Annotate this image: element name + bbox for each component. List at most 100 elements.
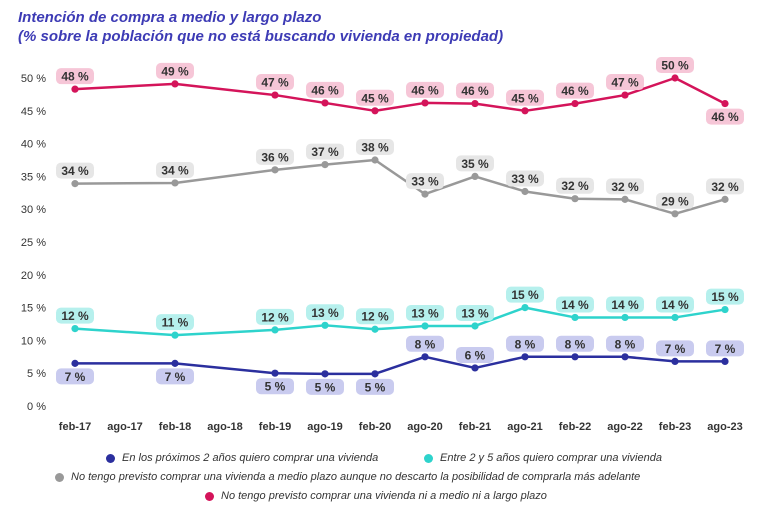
data-label-bg [556, 335, 594, 352]
data-label: 46 % [311, 83, 339, 97]
x-tick-label: ago-21 [507, 421, 542, 433]
data-point [721, 357, 729, 365]
y-axis-ticks: 0 % 5 % 10 % 15 % 20 % 25 % 30 % 35 % 40 % 45 % 50… [21, 73, 46, 413]
data-label: 32 % [561, 179, 589, 193]
data-label: 33 % [511, 172, 539, 186]
y-tick-label: 10 % [21, 335, 46, 347]
data-point [721, 195, 729, 203]
data-label-bg [156, 368, 194, 385]
y-tick-label: 25 % [21, 237, 46, 249]
data-label-bg [456, 304, 494, 321]
data-point [271, 369, 279, 377]
data-label: 36 % [261, 150, 289, 164]
legend-marker-series-1 [106, 453, 115, 463]
data-label: 38 % [361, 141, 389, 155]
data-label: 46 % [561, 84, 589, 98]
data-label: 6 % [465, 348, 486, 362]
data-label: 14 % [561, 298, 589, 312]
data-label: 14 % [661, 298, 689, 312]
data-label: 5 % [265, 380, 286, 394]
data-label-bg [406, 173, 444, 190]
data-label-bg [506, 170, 544, 187]
data-label-bg [306, 304, 344, 321]
data-label-bg [156, 62, 194, 79]
data-label-bg [356, 89, 394, 106]
legend-marker-series-3 [55, 472, 64, 482]
data-label-bg [56, 68, 94, 85]
y-tick-label: 0 % [27, 401, 46, 413]
legend-item-series-4: No tengo previsto comprar una vivienda n… [205, 490, 547, 502]
data-point [471, 99, 479, 108]
data-label-bg [506, 335, 544, 352]
data-label: 8 % [615, 337, 636, 351]
data-point [371, 325, 379, 333]
y-tick-label: 15 % [21, 303, 46, 315]
data-label-bg [556, 177, 594, 194]
data-label: 34 % [61, 164, 89, 178]
data-point [621, 195, 629, 203]
data-point [321, 321, 329, 329]
data-point [421, 322, 429, 330]
x-tick-label: ago-17 [107, 421, 142, 433]
y-tick-label: 45 % [21, 106, 46, 118]
data-label: 15 % [711, 290, 739, 304]
data-label-bg [606, 178, 644, 195]
y-tick-label: 30 % [21, 204, 46, 216]
data-point [171, 359, 179, 367]
data-point [721, 99, 729, 108]
data-label: 34 % [161, 163, 189, 177]
y-tick-label: 40 % [21, 139, 46, 151]
data-point [371, 156, 379, 164]
data-point [571, 313, 579, 322]
x-tick-label: feb-20 [359, 421, 391, 433]
data-point [321, 99, 329, 107]
data-point [671, 313, 679, 322]
data-label-bg [456, 82, 494, 99]
data-point [521, 353, 529, 361]
y-tick-label: 35 % [21, 171, 46, 183]
data-point [621, 353, 629, 361]
data-point [171, 331, 179, 339]
data-label-bg [306, 378, 344, 395]
y-tick-label: 20 % [21, 270, 46, 282]
data-label: 12 % [61, 309, 89, 323]
data-label-bg [56, 162, 94, 179]
chart-title: Intención de compra a medio y largo plaz… [18, 8, 503, 46]
data-label-bg [506, 89, 544, 106]
data-label-bg [356, 378, 394, 395]
data-label-bg [56, 368, 94, 385]
legend-label-series-1: En los próximos 2 años quiero comprar un… [122, 452, 379, 464]
data-label-bg [456, 346, 494, 363]
data-point [321, 160, 329, 169]
data-label: 45 % [361, 91, 389, 105]
data-point [521, 304, 529, 312]
data-point [621, 91, 629, 99]
data-label: 12 % [361, 310, 389, 324]
data-label-bg [606, 335, 644, 352]
data-point [571, 99, 579, 108]
data-label-bg [506, 286, 544, 303]
data-label: 37 % [311, 145, 339, 159]
data-label-bg [156, 161, 194, 178]
data-point [421, 353, 429, 361]
data-label: 46 % [711, 110, 739, 124]
x-tick-label: ago-23 [707, 421, 742, 433]
data-point [521, 187, 529, 196]
data-label: 7 % [65, 370, 86, 384]
data-label-bg [56, 307, 94, 324]
data-label: 48 % [61, 70, 89, 84]
series-line-3 [74, 158, 726, 216]
data-label-bg [406, 335, 444, 352]
y-tick-label: 50 % [21, 73, 46, 85]
data-label: 8 % [565, 337, 586, 351]
y-tick-label: 5 % [27, 368, 46, 380]
data-point [671, 357, 679, 365]
data-label-bg [406, 81, 444, 98]
data-label-bg [606, 296, 644, 313]
legend-marker-series-2 [424, 453, 433, 463]
data-label-bg [456, 155, 494, 172]
data-label: 47 % [261, 76, 289, 90]
data-label: 50 % [661, 59, 689, 73]
data-point [421, 99, 429, 107]
x-tick-label: ago-18 [207, 421, 242, 433]
